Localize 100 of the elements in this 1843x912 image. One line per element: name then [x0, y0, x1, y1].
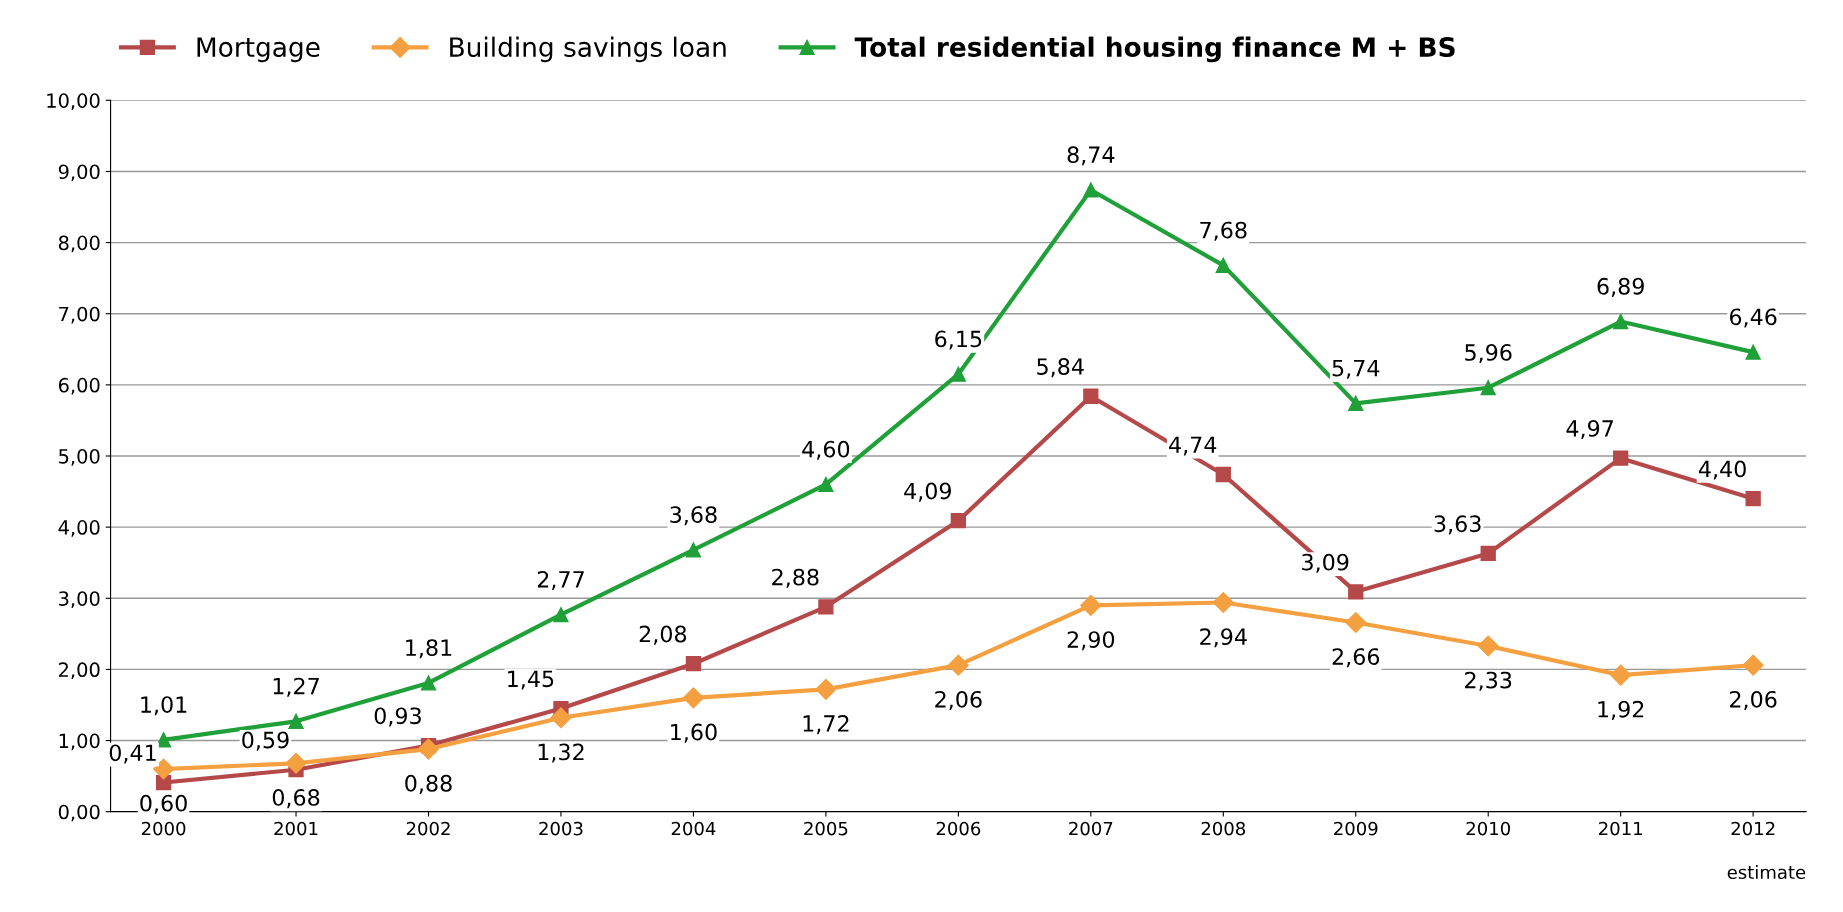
data-label: 2,94 — [1200, 628, 1247, 648]
point — [1348, 584, 1364, 600]
y-tick-label: 10,00 — [47, 93, 100, 110]
y-tick-label: 4,00 — [58, 520, 100, 537]
y-tick-label: 6,00 — [58, 377, 100, 395]
data-label: 2,33 — [1465, 671, 1512, 691]
y-tick-label: 7,00 — [59, 306, 100, 324]
y-tick-label: 0,00 — [58, 804, 100, 822]
x-tick-label: 2001 — [274, 821, 318, 836]
point — [1742, 654, 1764, 676]
data-label: 3,09 — [1302, 553, 1349, 573]
data-label: 1,45 — [508, 670, 554, 690]
y-tick-label: 1,00 — [59, 733, 100, 751]
point — [420, 675, 437, 691]
data-label: 4,60 — [802, 440, 850, 460]
point — [155, 732, 172, 748]
x-tick-label: 2010 — [1466, 821, 1510, 836]
point — [553, 606, 569, 623]
y-tick-label: 9,00 — [58, 164, 100, 182]
point — [1215, 257, 1231, 273]
x-tick-label: 2012 — [1731, 821, 1775, 836]
point — [950, 366, 966, 382]
y-tick-label: 8,00 — [58, 235, 100, 253]
point — [288, 713, 304, 729]
data-label: 2,77 — [537, 570, 584, 591]
point — [1083, 388, 1099, 404]
data-label: 1,81 — [406, 639, 452, 659]
point — [1348, 395, 1364, 411]
data-label: 3,63 — [1434, 515, 1481, 535]
point — [818, 599, 834, 615]
data-label: 5,84 — [1037, 358, 1084, 378]
point — [1480, 545, 1496, 562]
point — [550, 707, 572, 729]
point — [1745, 344, 1761, 360]
data-label: 4,40 — [1698, 460, 1746, 480]
point — [1745, 491, 1761, 507]
data-label: 1,72 — [803, 715, 849, 735]
point — [1610, 664, 1632, 686]
point — [1613, 313, 1629, 330]
point — [682, 687, 704, 709]
x-tick-label: 2011 — [1599, 821, 1642, 836]
data-label: 0,41 — [109, 744, 156, 764]
data-label: 1,01 — [141, 696, 187, 716]
point — [1480, 380, 1496, 396]
x-tick-label: 2003 — [539, 821, 583, 836]
data-label: 4,09 — [904, 482, 951, 502]
x-tick-label: 2009 — [1334, 821, 1378, 836]
data-label: 6,89 — [1597, 277, 1644, 297]
point — [1477, 635, 1499, 657]
point — [950, 513, 966, 529]
x-tick-label: 2002 — [406, 821, 450, 836]
data-label: 1,92 — [1598, 700, 1644, 720]
data-label: 0,59 — [242, 731, 289, 751]
data-label: 1,27 — [273, 677, 319, 697]
data-label: 8,74 — [1067, 146, 1115, 166]
data-label: 2,66 — [1332, 648, 1380, 668]
point — [1345, 611, 1367, 633]
point — [1215, 466, 1231, 483]
y-tick-label: 5,00 — [59, 448, 100, 466]
x-tick-label: 2005 — [804, 821, 848, 836]
data-label: 2,88 — [772, 568, 819, 588]
data-label: 1,32 — [538, 743, 584, 763]
x-tick-label: 2008 — [1201, 821, 1246, 836]
point — [815, 678, 837, 700]
point — [818, 476, 834, 493]
text: estimate — [1727, 865, 1806, 880]
x-tick-label: 2007 — [1069, 821, 1113, 836]
legend-label: Mortgage — [197, 37, 320, 63]
data-label: 0,60 — [140, 794, 187, 814]
x-tick-label: 2004 — [671, 821, 716, 836]
data-label: 0,88 — [405, 774, 452, 794]
data-label: 6,46 — [1729, 308, 1777, 328]
point — [285, 752, 307, 774]
data-label: 4,97 — [1566, 420, 1613, 440]
data-label: 2,90 — [1067, 631, 1115, 651]
point — [1613, 450, 1629, 466]
x-tick-label: 2000 — [141, 821, 186, 836]
data-label: 0,68 — [272, 789, 320, 809]
point — [1212, 592, 1234, 614]
data-label: 4,74 — [1169, 436, 1217, 456]
point — [685, 656, 702, 672]
data-label: 0,93 — [374, 707, 421, 727]
point — [947, 654, 969, 676]
data-label: 7,68 — [1200, 221, 1247, 241]
data-label: 2,06 — [935, 690, 982, 710]
legend-label: Building savings loan — [450, 36, 726, 63]
y-tick-label: 2,00 — [58, 662, 100, 680]
x-tick-label: 2006 — [936, 821, 981, 836]
point — [685, 542, 702, 558]
data-label: 2,06 — [1730, 690, 1777, 710]
data-label: 5,74 — [1332, 359, 1380, 379]
data-label: 2,08 — [639, 625, 687, 645]
data-label: 6,15 — [935, 330, 982, 350]
point — [417, 738, 440, 760]
legend-label: Total residential housing finance M + BS — [854, 36, 1455, 63]
data-label: 3,68 — [670, 506, 717, 526]
data-label: 5,96 — [1465, 344, 1512, 364]
y-tick-label: 3,00 — [59, 591, 100, 608]
data-label: 1,60 — [671, 723, 717, 743]
point — [1080, 594, 1102, 616]
